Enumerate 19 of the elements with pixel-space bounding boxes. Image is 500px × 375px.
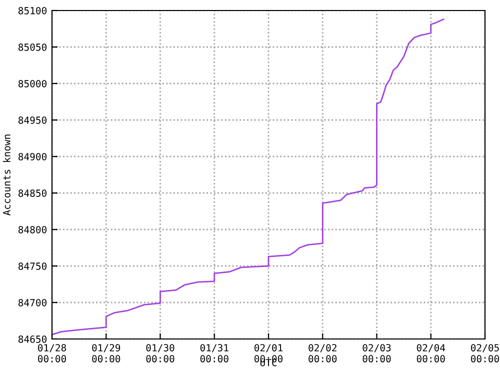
y-tick-label: 85000 [18, 80, 47, 88]
y-tick-label: 84900 [18, 153, 47, 160]
x-tick-label: 01/28 00:00 [38, 344, 66, 362]
x-tick-label: 02/04 00:00 [416, 344, 446, 362]
y-tick-label: 85050 [18, 44, 47, 51]
x-tick-label: 01/29 00:00 [92, 344, 120, 362]
y-tick-label: 84950 [18, 116, 47, 124]
y-tick-label: 84850 [18, 190, 47, 197]
x-tick-label: 02/03 00:00 [362, 344, 391, 362]
x-tick-label: 02/05 00:00 [471, 344, 500, 362]
x-tick-label: 01/30 00:00 [146, 344, 174, 362]
y-tick-label: 84800 [18, 226, 47, 234]
y-axis-title: Accounts known [2, 134, 10, 216]
y-tick-label: 84650 [18, 336, 47, 343]
y-tick-label: 84700 [18, 299, 47, 306]
y-tick-label: 84750 [18, 262, 47, 270]
x-tick-label: 02/02 00:00 [308, 344, 337, 362]
x-tick-label: 01/31 00:00 [200, 344, 228, 362]
y-tick-label: 85100 [18, 7, 47, 14]
